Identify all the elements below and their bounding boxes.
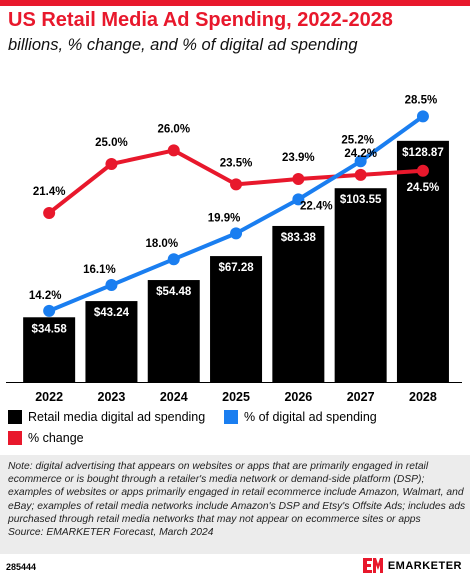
bar bbox=[396, 140, 449, 382]
bar bbox=[85, 301, 138, 382]
footnote: Note: digital advertising that appears o… bbox=[8, 461, 466, 525]
share-point bbox=[292, 193, 305, 206]
chart-title: US Retail Media Ad Spending, 2022-2028 bbox=[8, 9, 393, 31]
share-point bbox=[230, 227, 243, 240]
legend-label-share: % of digital ad spending bbox=[244, 410, 377, 424]
bar-value-label: $103.55 bbox=[340, 194, 382, 206]
share-value-label: 25.2% bbox=[341, 134, 374, 146]
bar-value-label: $128.87 bbox=[402, 147, 444, 159]
share-value-label: 22.4% bbox=[300, 200, 333, 212]
change-value-label: 21.4% bbox=[33, 186, 66, 198]
change-point bbox=[416, 164, 429, 177]
change-point bbox=[105, 158, 118, 170]
bar bbox=[272, 225, 325, 382]
share-point bbox=[416, 110, 429, 123]
change-point bbox=[230, 178, 243, 191]
legend-label-spending: Retail media digital ad spending bbox=[28, 410, 206, 424]
change-point bbox=[292, 172, 305, 185]
x-tick-label: 2023 bbox=[98, 390, 126, 404]
bar-value-label: $34.58 bbox=[32, 323, 68, 335]
change-value-label: 25.0% bbox=[95, 137, 128, 149]
bar bbox=[23, 317, 76, 382]
note-box: Note: digital advertising that appears o… bbox=[0, 455, 470, 554]
top-accent-rule bbox=[0, 0, 470, 6]
share-value-label: 28.5% bbox=[405, 94, 438, 106]
share-value-label: 14.2% bbox=[29, 290, 62, 302]
share-point bbox=[167, 253, 180, 266]
share-point bbox=[354, 155, 367, 168]
chart-subtitle: billions, % change, and % of digital ad … bbox=[8, 36, 358, 54]
legend-item-change: % change bbox=[8, 431, 84, 445]
legend-label-change: % change bbox=[28, 431, 84, 445]
legend-swatch-spending bbox=[8, 410, 22, 424]
bar-value-label: $83.38 bbox=[281, 232, 317, 244]
change-point bbox=[354, 168, 367, 181]
change-value-label: 23.5% bbox=[220, 157, 253, 169]
emarketer-logo-icon bbox=[362, 558, 383, 573]
x-tick-label: 2026 bbox=[284, 390, 312, 404]
legend-swatch-change bbox=[8, 431, 22, 445]
bar bbox=[334, 188, 387, 382]
share-point bbox=[105, 279, 118, 292]
note-text: Note: digital advertising that appears o… bbox=[8, 460, 466, 539]
legend-swatch-share bbox=[224, 410, 238, 424]
chart-id: 285444 bbox=[6, 562, 37, 572]
bar bbox=[210, 256, 263, 382]
x-tick-label: 2027 bbox=[347, 390, 375, 404]
x-tick-label: 2022 bbox=[35, 390, 63, 404]
change-point bbox=[43, 206, 56, 219]
share-value-label: 19.9% bbox=[208, 212, 241, 224]
x-tick-label: 2028 bbox=[409, 390, 437, 404]
change-value-label: 26.0% bbox=[157, 123, 190, 135]
x-tick-label: 2024 bbox=[160, 390, 188, 404]
legend-item-spending: Retail media digital ad spending bbox=[8, 410, 205, 424]
brand-mark: EMARKETER bbox=[362, 558, 462, 573]
bar-value-label: $67.28 bbox=[218, 262, 254, 274]
change-value-label: 23.9% bbox=[282, 152, 315, 164]
bar-value-label: $43.24 bbox=[94, 307, 130, 319]
change-value-label: 24.2% bbox=[344, 148, 377, 160]
x-tick-label: 2025 bbox=[222, 390, 250, 404]
change-value-label: 24.5% bbox=[407, 182, 440, 194]
share-value-label: 16.1% bbox=[83, 264, 116, 276]
legend-item-share: % of digital ad spending bbox=[224, 410, 377, 424]
share-value-label: 18.0% bbox=[145, 238, 178, 250]
bar-value-label: $54.48 bbox=[156, 286, 192, 298]
share-point bbox=[43, 304, 56, 317]
chart-plot: 2022 2023 2024 2025 2026 2027 2028 $34.58 $43.24… bbox=[6, 94, 462, 404]
bar bbox=[147, 280, 200, 382]
brand-name: EMARKETER bbox=[387, 559, 462, 572]
change-point bbox=[167, 144, 180, 157]
source-line: Source: EMARKETER Forecast, March 2024 bbox=[8, 527, 214, 539]
